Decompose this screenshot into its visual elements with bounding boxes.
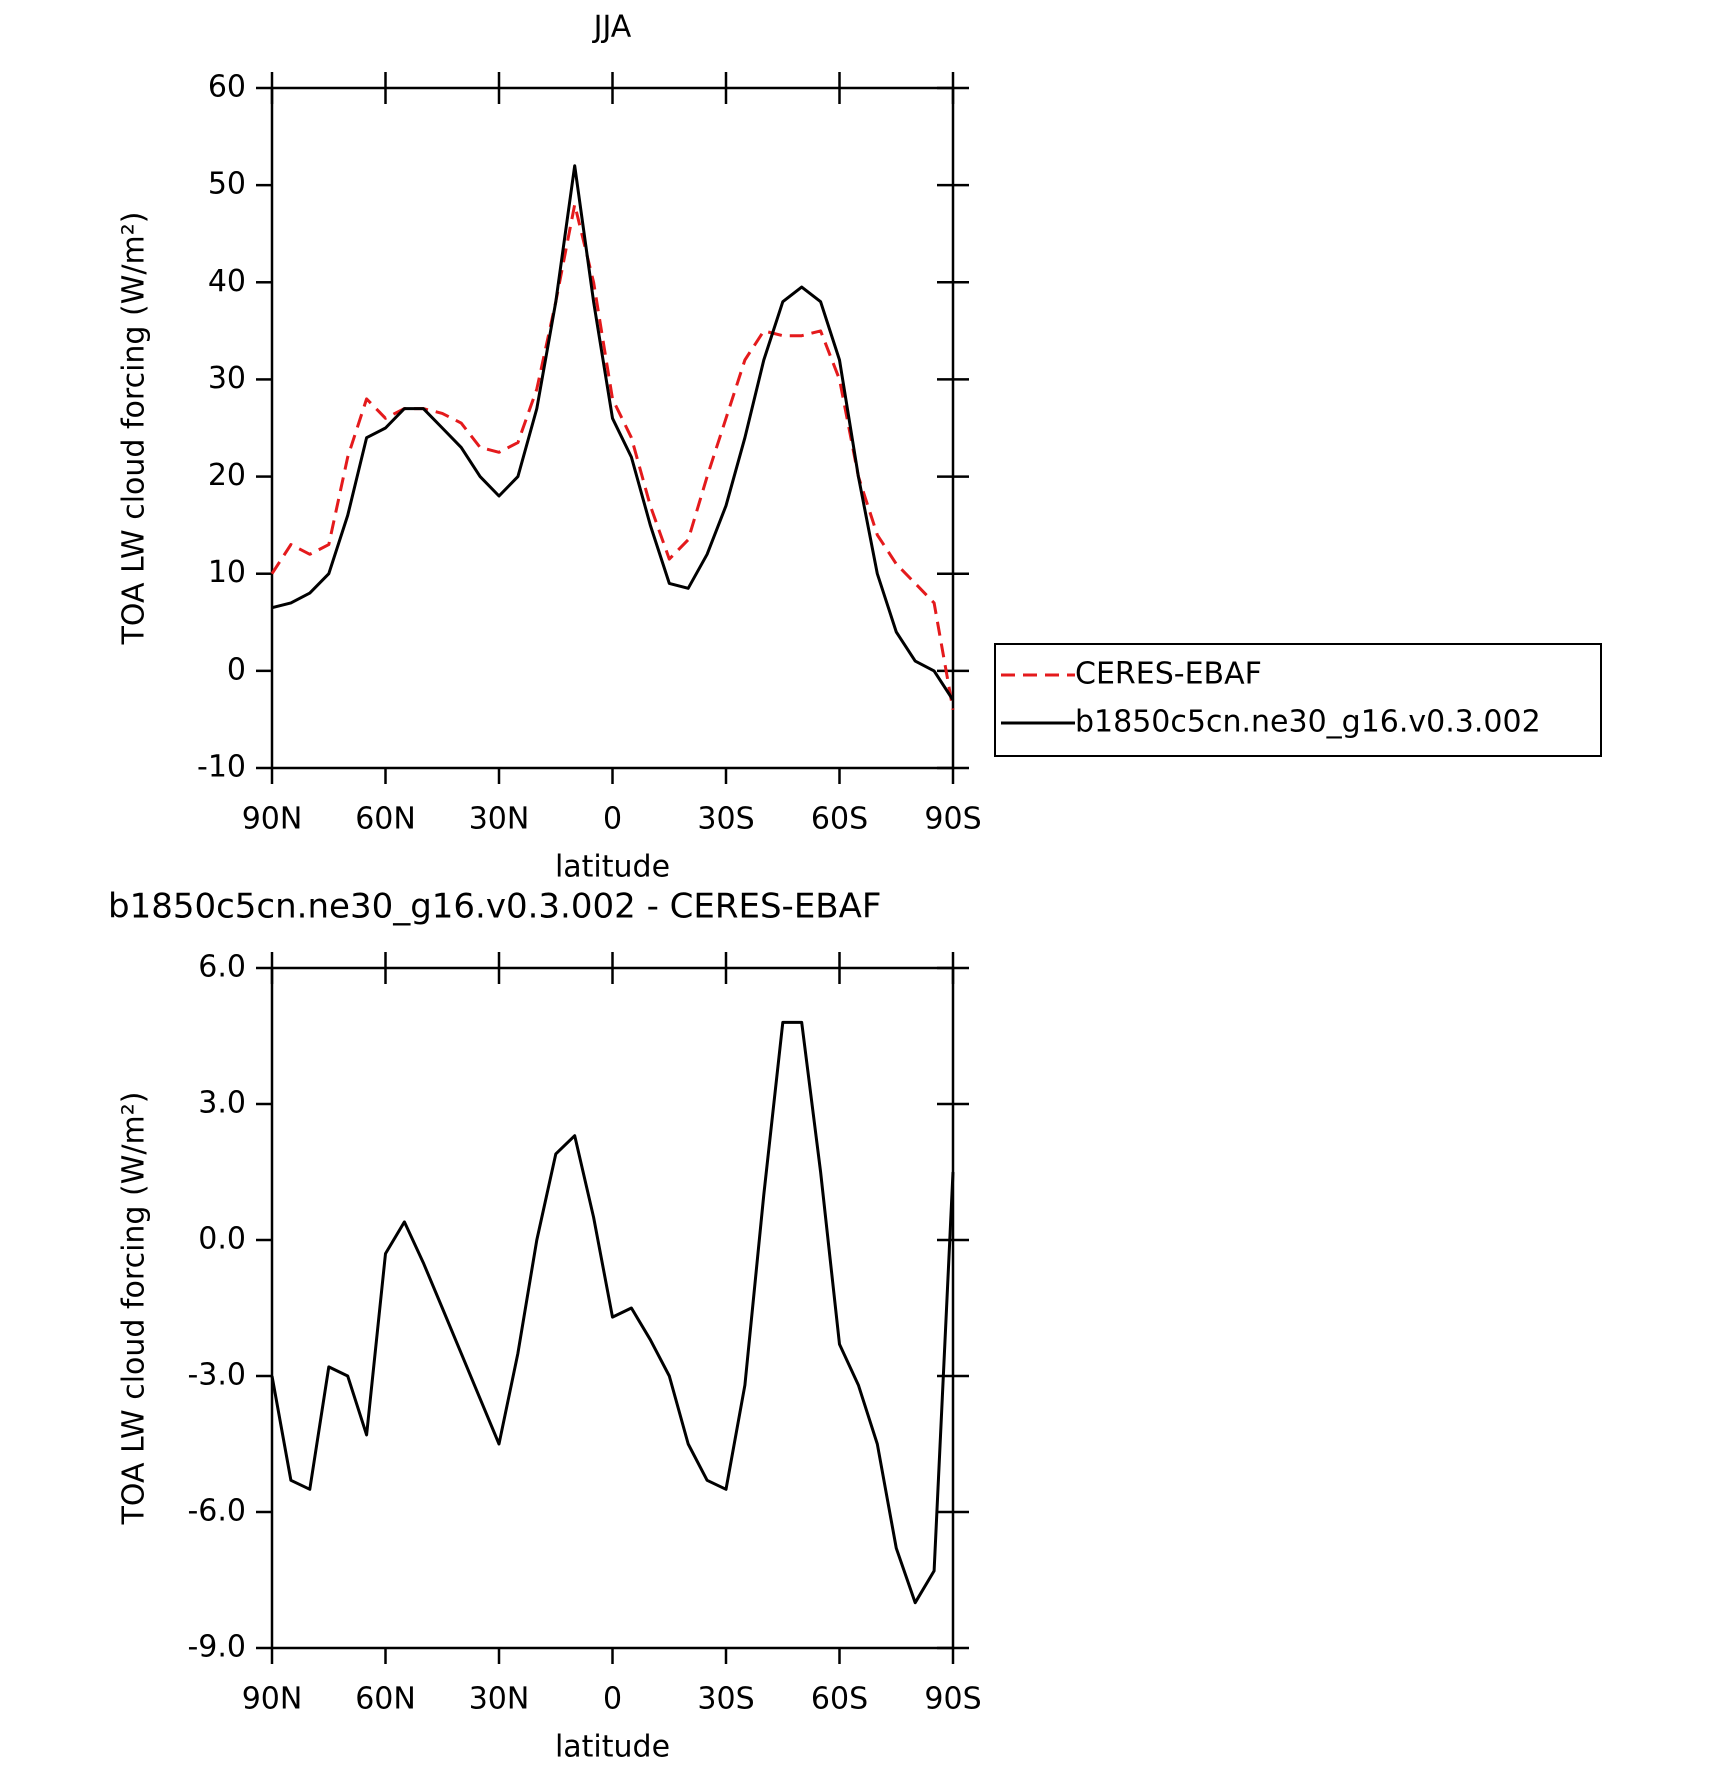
x-tick-label: 30S: [697, 802, 754, 837]
x-tick-label: 60N: [355, 1682, 416, 1717]
y-tick-label: 0.0: [198, 1222, 246, 1257]
x-tick-label: 90N: [242, 802, 303, 837]
x-tick-label: 90S: [924, 802, 981, 837]
y-tick-label: -9.0: [187, 1630, 246, 1665]
y-tick-label: 30: [208, 361, 246, 396]
chart-title: JJA: [592, 10, 632, 45]
legend-label: b1850c5cn.ne30_g16.v0.3.002: [1075, 705, 1541, 740]
x-tick-label: 90N: [242, 1682, 303, 1717]
x-tick-label: 60N: [355, 802, 416, 837]
y-tick-label: 3.0: [198, 1086, 246, 1121]
x-tick-label: 60S: [811, 1682, 868, 1717]
legend-label: CERES-EBAF: [1075, 657, 1262, 692]
y-tick-label: 60: [208, 70, 246, 105]
x-tick-label: 90S: [924, 1682, 981, 1717]
x-tick-label: 0: [603, 802, 622, 837]
chart-title: b1850c5cn.ne30_g16.v0.3.002 - CERES-EBAF: [108, 887, 881, 927]
x-tick-label: 60S: [811, 802, 868, 837]
y-tick-label: 0: [227, 652, 246, 687]
x-tick-label: 30N: [469, 1682, 530, 1717]
y-tick-label: 50: [208, 167, 246, 202]
y-tick-label: 20: [208, 458, 246, 493]
y-tick-label: -3.0: [187, 1358, 246, 1393]
x-tick-label: 30N: [469, 802, 530, 837]
x-axis-label: latitude: [555, 850, 670, 885]
series-line: [270, 203, 955, 710]
series-line: [270, 1020, 955, 1605]
y-tick-label: 6.0: [198, 950, 246, 985]
x-tick-label: 0: [603, 1682, 622, 1717]
y-tick-label: 10: [208, 555, 246, 590]
series-line: [271, 164, 955, 701]
x-axis-label: latitude: [555, 1730, 670, 1765]
x-tick-label: 30S: [697, 1682, 754, 1717]
legend-box: [994, 643, 1602, 757]
y-axis-label: TOA LW cloud forcing (W/m²): [117, 212, 152, 646]
y-tick-label: 40: [208, 264, 246, 299]
y-axis-label: TOA LW cloud forcing (W/m²): [117, 1092, 152, 1526]
y-tick-label: -6.0: [187, 1494, 246, 1529]
y-tick-label: -10: [197, 750, 246, 785]
plot-frame: [270, 966, 955, 1650]
